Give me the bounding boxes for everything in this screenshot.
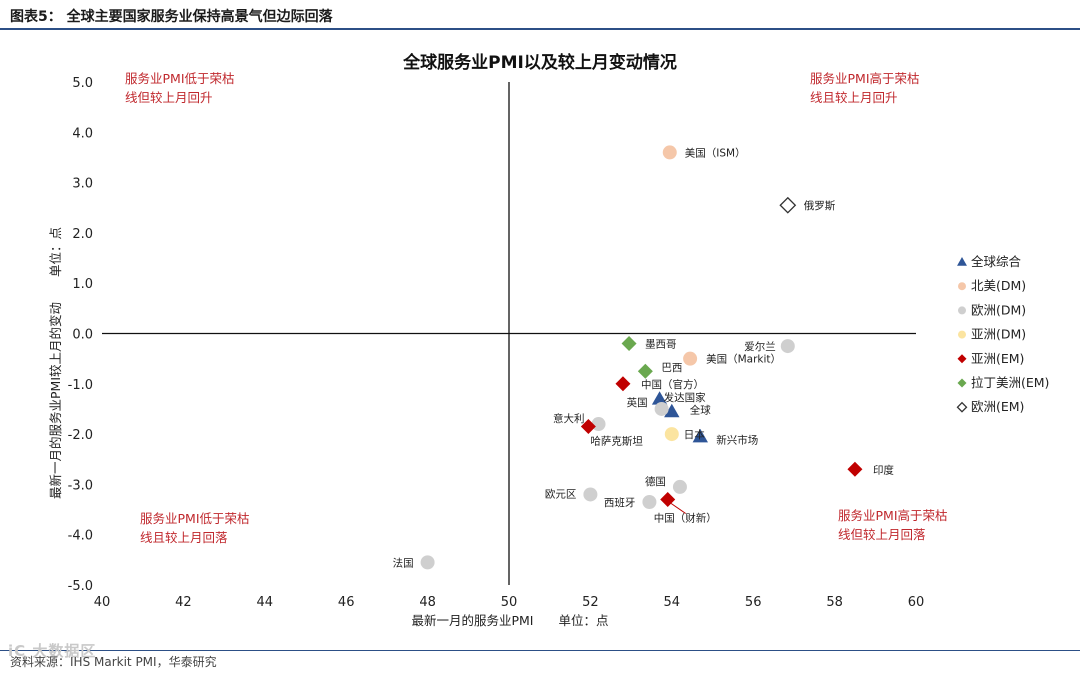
quadrant-label-top-left: 线但较上月回升: [125, 90, 213, 105]
quadrant-label-bottom-left: 线且较上月回落: [140, 530, 228, 545]
y-tick-label: -2.0: [68, 428, 93, 443]
y-tick-label: -1.0: [68, 378, 93, 393]
legend-label: 欧洲(DM): [971, 302, 1026, 317]
data-point: [651, 391, 668, 405]
y-tick-label: -3.0: [68, 478, 93, 493]
data-point: [847, 461, 863, 477]
data-label: 墨西哥: [645, 339, 677, 351]
data-point: [780, 339, 795, 354]
data-label: 巴西: [661, 362, 682, 374]
data-label: 美国（ISM）: [685, 146, 746, 159]
data-label: 法国: [393, 556, 414, 569]
legend-marker: [958, 306, 966, 315]
leader-line: [669, 502, 687, 514]
legend-marker: [957, 378, 967, 388]
data-point: [642, 495, 657, 510]
data-label: 中国（财新）: [654, 511, 717, 524]
figure-header: 图表5： 全球主要国家服务业保持高景气但边际回落: [0, 0, 1080, 30]
y-tick-label: 0.0: [72, 328, 93, 343]
x-tick-label: 60: [908, 595, 925, 610]
x-tick-label: 44: [257, 595, 274, 610]
data-label: 印度: [873, 463, 894, 476]
legend-label: 拉丁美洲(EM): [971, 375, 1049, 390]
footer-rule: [0, 650, 1080, 651]
x-tick-label: 54: [664, 595, 681, 610]
legend-label: 北美(DM): [971, 278, 1026, 293]
data-point: [420, 555, 435, 570]
header-rule: [0, 28, 1080, 30]
data-label: 意大利: [553, 412, 585, 425]
y-tick-label: 3.0: [72, 177, 93, 192]
data-point: [615, 376, 631, 392]
quadrant-label-bottom-right: 服务业PMI高于荣枯: [838, 508, 948, 523]
data-label: 西班牙: [604, 497, 636, 509]
data-label: 中国（官方）: [641, 378, 704, 391]
data-label: 俄罗斯: [804, 199, 836, 212]
scatter-chart: 全球服务业PMI以及较上月变动情况 40 42 44 46 48 50 52 54 56 58 60…: [48, 52, 1049, 628]
chart-title: 全球服务业PMI以及较上月变动情况: [402, 52, 677, 73]
data-point: [591, 417, 606, 432]
data-label: 发达国家: [664, 391, 706, 404]
data-point: [662, 145, 677, 160]
y-tick-label: -5.0: [68, 579, 93, 594]
data-point: [654, 401, 669, 416]
y-tick-label: 5.0: [72, 76, 93, 91]
x-tick-label: 42: [175, 595, 192, 610]
y-axis-label: 最新一月的服务业PMI较上月的变动 单位：点: [48, 227, 63, 499]
data-point: [664, 403, 680, 418]
data-point: [621, 336, 637, 352]
data-label: 哈萨克斯坦: [590, 435, 643, 448]
data-label: 欧元区: [545, 488, 577, 500]
data-label: 新兴市场: [716, 434, 758, 447]
data-point: [664, 427, 679, 442]
legend-marker: [956, 401, 968, 413]
legend-label: 欧洲(EM): [971, 399, 1024, 414]
watermark: iC 大数据区: [8, 642, 97, 660]
data-label: 全球: [690, 403, 711, 416]
data-point: [580, 419, 596, 435]
data-point: [672, 479, 687, 494]
figure-header-text: 图表5： 全球主要国家服务业保持高景气但边际回落: [10, 9, 333, 25]
legend-marker: [957, 354, 967, 364]
quadrant-label-top-right: 线且较上月回升: [810, 90, 898, 105]
legend-label: 亚洲(EM): [971, 351, 1024, 366]
x-tick-label: 56: [745, 595, 762, 610]
x-tick-label: 52: [582, 595, 599, 610]
data-label: 英国: [627, 396, 648, 409]
quadrant-label-bottom-left: 服务业PMI低于荣枯: [140, 511, 250, 526]
x-tick-label: 40: [94, 595, 111, 610]
quadrant-label-top-left: 服务业PMI低于荣枯: [125, 71, 235, 86]
data-point: [637, 363, 653, 379]
quadrant-label-top-right: 服务业PMI高于荣枯: [810, 71, 920, 86]
y-tick-label: -4.0: [68, 529, 93, 544]
y-tick-label: 2.0: [72, 227, 93, 242]
y-tick-label: 4.0: [72, 126, 93, 141]
y-tick-label: 1.0: [72, 277, 93, 292]
data-label: 爱尔兰: [744, 340, 776, 353]
x-tick-label: 46: [338, 595, 355, 610]
legend-marker: [957, 257, 967, 266]
legend-label: 全球综合: [971, 254, 1022, 269]
data-point: [683, 351, 698, 366]
x-tick-label: 50: [501, 595, 518, 610]
legend-label: 亚洲(DM): [971, 327, 1026, 342]
data-point: [692, 428, 708, 443]
x-tick-label: 48: [419, 595, 436, 610]
data-label: 日本: [684, 428, 705, 441]
x-axis-label: 最新一月的服务业PMI 单位：点: [411, 613, 608, 628]
data-point: [583, 487, 598, 502]
source-note: 资料来源：IHS Markit PMI，华泰研究: [10, 655, 217, 669]
legend-marker: [958, 282, 966, 291]
legend-marker: [958, 330, 966, 339]
quadrant-label-bottom-right: 线但较上月回落: [838, 527, 926, 542]
x-tick-label: 58: [826, 595, 843, 610]
data-label: 德国: [645, 475, 666, 488]
data-label: 美国（Markit）: [706, 353, 781, 366]
data-point: [779, 196, 797, 214]
